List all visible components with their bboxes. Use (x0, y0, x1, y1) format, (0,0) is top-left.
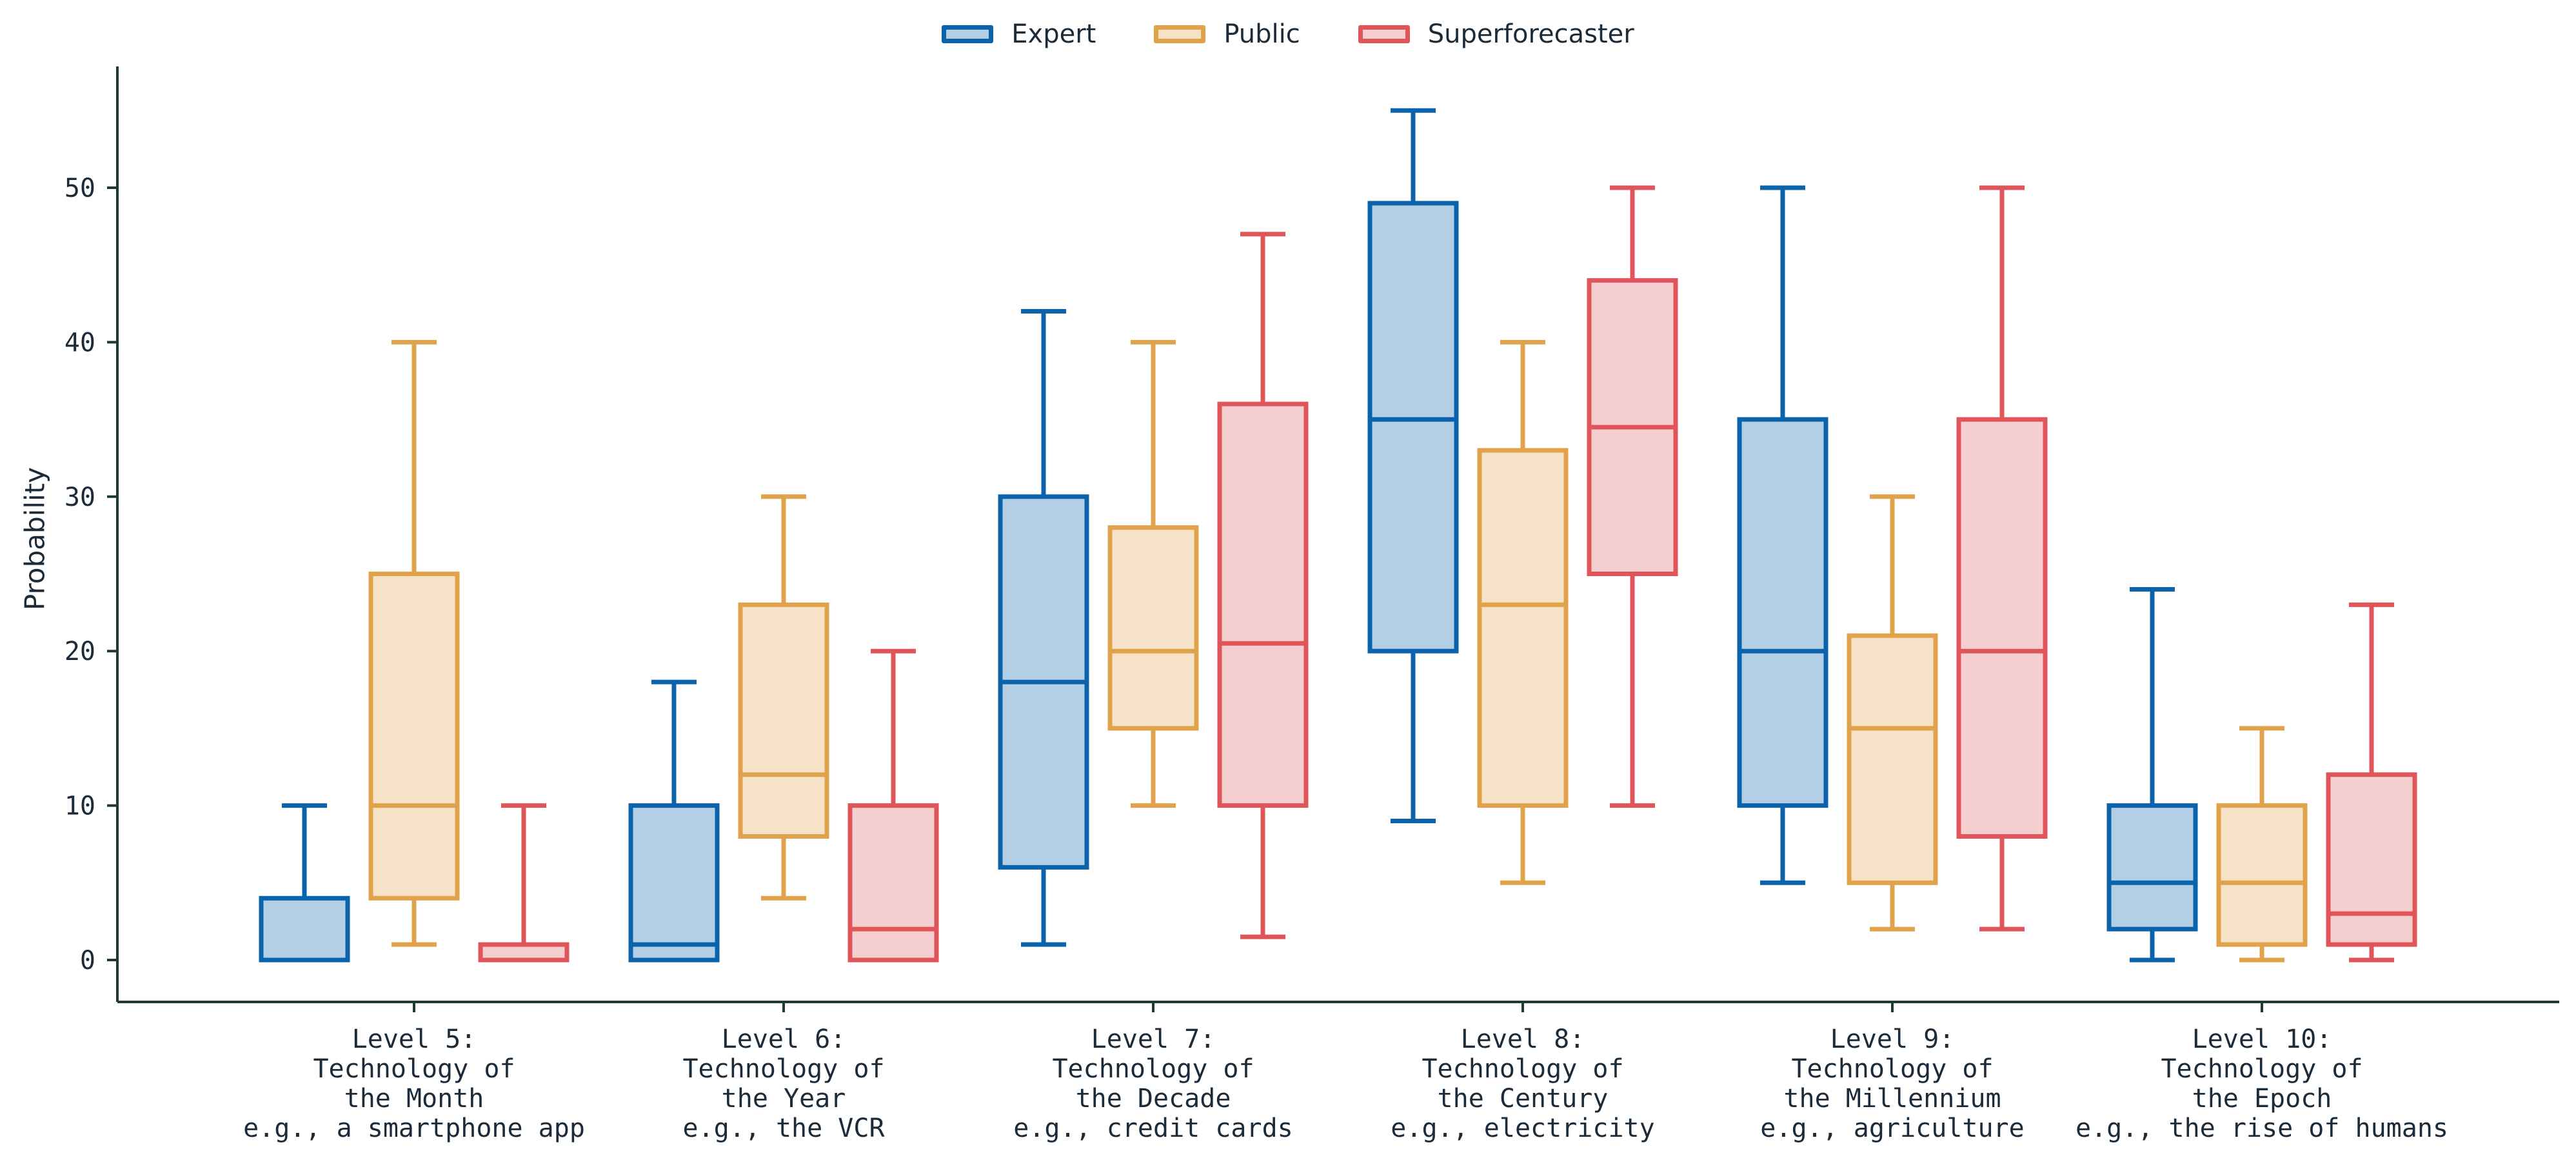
x-category-label-line: Level 8: (1461, 1025, 1585, 1054)
x-category-label-line: e.g., credit cards (1013, 1114, 1293, 1143)
iqr-box (2106, 803, 2198, 932)
iqr-box (1367, 201, 1459, 654)
box-superforecaster-4 (1587, 185, 1678, 808)
x-category-label-line: Technology of (313, 1054, 515, 1084)
legend: Expert Public Superforecaster (0, 19, 2576, 49)
iqr-box (1217, 401, 1309, 808)
iqr-box (368, 572, 460, 901)
iqr-box (628, 803, 720, 963)
legend-swatch-expert (942, 25, 994, 43)
x-axis-labels: Level 5: Technology of the Month e.g., a sm… (243, 1025, 2448, 1143)
legend-label-public: Public (1224, 19, 1300, 49)
iqr-box (1107, 525, 1199, 731)
x-category-label-line: the Decade (1076, 1084, 1231, 1114)
x-category-label-line: e.g., agriculture (1760, 1114, 2024, 1143)
y-tick-label: 40 (64, 328, 95, 357)
y-tick-label: 30 (64, 483, 95, 512)
x-category-label: Level 5: Technology of the Month e.g., a sm… (243, 1025, 585, 1143)
box-public-2 (738, 494, 829, 901)
legend-label-expert: Expert (1011, 19, 1096, 49)
iqr-box (1737, 417, 1828, 808)
x-category-label: Level 9: Technology of the Millennium e.g.,… (1760, 1025, 2024, 1143)
box-expert-3 (998, 309, 1089, 947)
x-category-label-line: Level 5: (352, 1025, 477, 1054)
x-category-label-line: e.g., the VCR (682, 1114, 885, 1143)
iqr-box (1847, 633, 1938, 885)
box-public-1 (368, 339, 460, 947)
x-category-label-line: the Century (1438, 1084, 1609, 1114)
x-category-label-line: the Month (344, 1084, 484, 1114)
box-expert-2 (628, 679, 720, 963)
x-category-label: Level 8: Technology of the Century e.g., el… (1391, 1025, 1654, 1143)
box-expert-4 (1367, 108, 1459, 824)
iqr-box (478, 942, 570, 963)
axes: 0 10 20 30 40 50 (64, 66, 2559, 1012)
x-category-label-line: Technology of (1791, 1054, 1993, 1084)
legend-item-public[interactable]: Public (1154, 19, 1300, 49)
iqr-box (847, 803, 939, 963)
y-tick-label: 20 (64, 637, 95, 666)
y-tick-label: 10 (64, 792, 95, 821)
y-axis-title: Probability (19, 466, 51, 611)
x-category-label-line: Level 10: (2192, 1025, 2332, 1054)
legend-swatch-superforecaster (1358, 25, 1410, 43)
x-category-label-line: Technology of (682, 1054, 884, 1084)
x-category-label: Level 6: Technology of the Year e.g., the V… (682, 1025, 885, 1143)
y-tick-label: 50 (64, 174, 95, 203)
box-superforecaster-3 (1217, 232, 1309, 939)
legend-item-superforecaster[interactable]: Superforecaster (1358, 19, 1634, 49)
x-category-label: Level 10: Technology of the Epoch e.g., the… (2076, 1025, 2448, 1143)
box-superforecaster-6 (2326, 602, 2417, 963)
x-category-label-line: e.g., the rise of humans (2076, 1114, 2448, 1143)
box-superforecaster-1 (478, 803, 570, 963)
x-category-label-line: Level 9: (1830, 1025, 1955, 1054)
box-expert-5 (1737, 185, 1828, 885)
iqr-box (259, 895, 350, 963)
box-superforecaster-2 (847, 648, 939, 963)
iqr-box (1477, 448, 1569, 808)
iqr-box (2216, 803, 2308, 947)
y-tick-label: 0 (80, 946, 95, 975)
box-expert-1 (259, 803, 350, 963)
box-public-5 (1847, 494, 1938, 932)
x-category-label: Level 7: Technology of the Decade e.g., cre… (1013, 1025, 1293, 1143)
x-category-label-line: Technology of (1422, 1054, 1623, 1084)
legend-item-expert[interactable]: Expert (942, 19, 1096, 49)
x-category-label-line: Level 7: (1091, 1025, 1216, 1054)
iqr-box (738, 602, 829, 839)
x-category-label-line: the Year (722, 1084, 846, 1114)
x-category-label-line: Technology of (2161, 1054, 2363, 1084)
x-category-label-line: Level 6: (722, 1025, 846, 1054)
x-category-label-line: the Epoch (2192, 1084, 2332, 1114)
x-category-label-line: Technology of (1052, 1054, 1254, 1084)
box-expert-6 (2106, 586, 2198, 963)
box-superforecaster-5 (1956, 185, 2048, 932)
box-public-4 (1477, 339, 1569, 885)
x-category-label-line: e.g., electricity (1391, 1114, 1654, 1143)
box-public-3 (1107, 339, 1199, 808)
iqr-box (1956, 417, 2048, 839)
iqr-box (2326, 772, 2417, 947)
box-public-6 (2216, 726, 2308, 963)
legend-swatch-public (1154, 25, 1206, 43)
legend-label-superforecaster: Superforecaster (1427, 19, 1634, 49)
x-category-label-line: e.g., a smartphone app (243, 1114, 585, 1143)
box-plots (259, 108, 2417, 963)
x-category-label-line: the Millennium (1783, 1084, 2001, 1114)
